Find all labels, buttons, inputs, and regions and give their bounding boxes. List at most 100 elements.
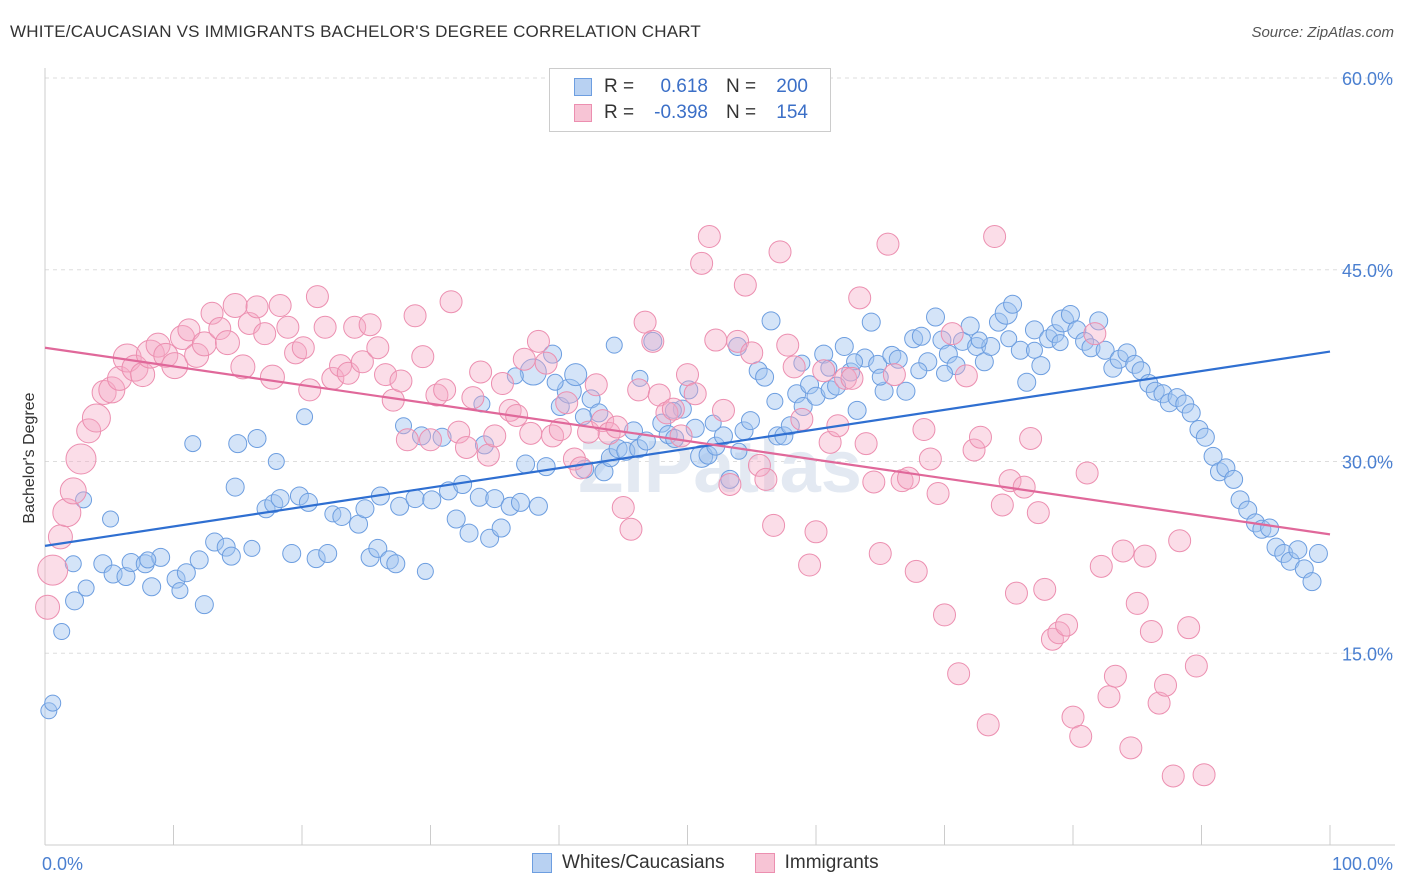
immigrants-point [1111, 539, 1135, 563]
immigrants-point [214, 330, 240, 356]
immigrants-point [1004, 581, 1028, 605]
immigrants-point [374, 363, 398, 387]
immigrants-point [483, 424, 507, 448]
watermark: ZIPatlas [578, 425, 862, 508]
whites-point [605, 336, 623, 354]
immigrants-point [1033, 577, 1057, 601]
whites-point [171, 582, 189, 600]
n-label: N = [726, 102, 757, 123]
whites-legend-label: Whites/Caucasians [562, 852, 725, 873]
immigrants-point [798, 553, 822, 577]
immigrants-point [1168, 529, 1192, 553]
immigrants-point [918, 447, 942, 471]
immigrants-point [1069, 724, 1093, 748]
x-tick-label: 0.0% [42, 854, 83, 874]
whites-point [740, 411, 760, 431]
whites-point [491, 518, 511, 538]
immigrants-point [526, 329, 550, 353]
whites-trend-line [44, 350, 1331, 547]
immigrants-point [747, 453, 771, 477]
immigrants-point [605, 415, 629, 439]
whites-point [1067, 320, 1087, 340]
immigrants-point [912, 418, 936, 442]
whites-point [793, 354, 811, 372]
immigrants-point [926, 481, 950, 505]
immigrants-legend-label: Immigrants [784, 852, 879, 873]
immigrants-point [1055, 613, 1079, 637]
whites-point [970, 331, 988, 349]
whites-point [77, 579, 95, 597]
legend-item-immigrants[interactable]: Immigrants [754, 852, 879, 874]
whites-point [500, 496, 520, 516]
immigrants-point [882, 363, 906, 387]
stats-legend: R = 0.618 N = 200 R = -0.398 N = 154 [549, 68, 831, 132]
whites-point [306, 549, 326, 569]
whites-point [296, 408, 314, 426]
whites-point [1031, 356, 1051, 376]
immigrants-point [59, 477, 87, 505]
immigrants-trend-line [44, 346, 1331, 536]
immigrants-point [683, 382, 707, 406]
whites-point [355, 499, 375, 519]
whites-point [243, 539, 261, 557]
immigrants-point [81, 403, 111, 433]
immigrants-point [230, 354, 256, 380]
legend-item-whites[interactable]: Whites/Caucasians [532, 852, 725, 874]
immigrants-point [1019, 426, 1043, 450]
whites-point [189, 550, 209, 570]
whites-point [528, 496, 548, 516]
whites-r-value: 0.618 [660, 76, 708, 97]
immigrants-point [519, 421, 543, 445]
immigrants-point [669, 424, 693, 448]
whites-point [225, 477, 245, 497]
immigrants-point [358, 313, 382, 337]
whites-point [994, 301, 1018, 325]
whites-point [904, 329, 924, 349]
whites-point [247, 428, 267, 448]
r-label: R = [604, 76, 635, 97]
whites-point [936, 364, 953, 382]
immigrants-point [469, 360, 493, 384]
whites-point [1145, 381, 1165, 401]
immigrants-point [1154, 673, 1178, 697]
immigrants-point [976, 713, 1000, 737]
whites-point [918, 352, 938, 372]
whites-point [1302, 572, 1322, 592]
immigrants-point [611, 496, 635, 520]
immigrants-point [776, 333, 800, 357]
whites-point [412, 426, 432, 446]
whites-point [282, 544, 302, 564]
whites-point [142, 577, 162, 597]
immigrants-point [718, 473, 742, 497]
whites-point [755, 367, 775, 387]
whites-point [981, 336, 1001, 356]
whites-point [1308, 544, 1328, 564]
whites-point [1117, 343, 1137, 363]
whites-point [911, 326, 931, 346]
immigrants-point [395, 428, 419, 452]
whites-point [221, 546, 241, 566]
immigrants-point [990, 493, 1014, 517]
immigrants-point [419, 428, 442, 452]
immigrants-point [291, 336, 315, 360]
whites-point [685, 418, 705, 438]
whites-point [564, 363, 588, 387]
whites-point [926, 307, 946, 327]
immigrants-point [754, 467, 778, 491]
immigrants-point [268, 294, 292, 318]
whites-point [806, 386, 826, 406]
whites-point [1189, 420, 1209, 440]
immigrants-point [954, 364, 978, 388]
whites-point [1266, 537, 1286, 557]
whites-point [432, 427, 452, 447]
immigrants-point [512, 347, 536, 371]
whites-point [1216, 458, 1236, 478]
immigrants-point [854, 432, 878, 456]
whites-point [1230, 490, 1250, 510]
immigrants-point [490, 372, 514, 396]
immigrants-point [1012, 475, 1036, 499]
immigrants-point [1026, 501, 1050, 525]
immigrants-point [403, 304, 427, 328]
whites-point [53, 623, 71, 641]
whites-point [318, 544, 338, 564]
